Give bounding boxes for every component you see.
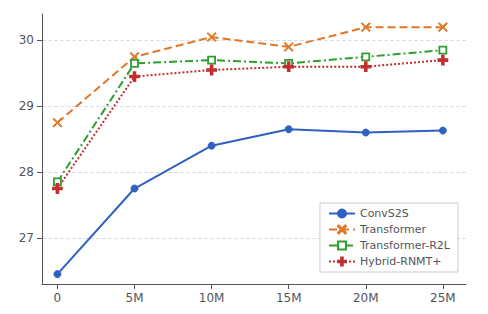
svg-text:Transformer: Transformer (359, 223, 426, 236)
svg-text:20M: 20M (353, 291, 379, 305)
svg-text:25M: 25M (430, 291, 456, 305)
svg-text:15M: 15M (276, 291, 302, 305)
svg-text:29: 29 (19, 99, 34, 113)
svg-text:Hybrid-RNMT+: Hybrid-RNMT+ (360, 255, 442, 268)
svg-text:ConvS2S: ConvS2S (360, 207, 409, 220)
svg-text:28: 28 (19, 165, 34, 179)
svg-text:Transformer-R2L: Transformer-R2L (359, 239, 451, 252)
svg-text:5M: 5M (126, 291, 144, 305)
svg-text:27: 27 (19, 231, 34, 245)
svg-text:10M: 10M (199, 291, 225, 305)
svg-text:0: 0 (54, 291, 62, 305)
svg-text:30: 30 (19, 33, 34, 47)
